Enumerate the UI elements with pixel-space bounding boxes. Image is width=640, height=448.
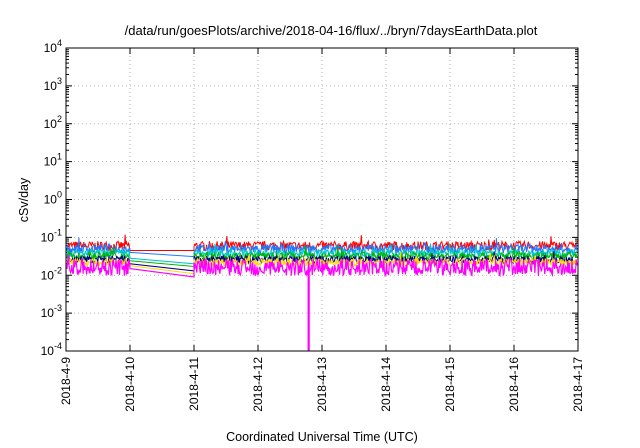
x-tick-label: 2018-4-10: [123, 357, 137, 412]
y-tick-label: 10-4: [41, 341, 62, 358]
x-tick-label: 2018-4-15: [443, 357, 457, 412]
series-line: [66, 254, 578, 278]
x-tick-label: 2018-4-14: [379, 357, 393, 412]
y-axis-label: cSv/day: [17, 177, 31, 222]
y-tick-label: 10-1: [41, 227, 62, 244]
x-tick-label: 2018-4-12: [251, 357, 265, 412]
x-tick-label: 2018-4-9: [59, 357, 73, 405]
chart-title: /data/run/goesPlots/archive/2018-04-16/f…: [125, 23, 538, 38]
grid: [66, 48, 578, 351]
data-series: [66, 234, 578, 351]
y-tick-label: 104: [44, 38, 62, 55]
y-tick-labels: 10-4 10-3 10-2 10-1 100 101 102 103 104: [41, 38, 62, 358]
y-tick-label: 101: [44, 152, 62, 169]
x-tick-labels: 2018-4-9 2018-4-10 2018-4-11 2018-4-12 2018-…: [59, 357, 585, 412]
y-tick-label: 103: [44, 76, 62, 93]
y-tick-label: 10-3: [41, 303, 62, 320]
y-tick-label: 10-2: [41, 265, 62, 282]
x-tick-label: 2018-4-17: [571, 357, 585, 412]
y-tick-label: 102: [44, 114, 62, 131]
x-tick-label: 2018-4-13: [315, 357, 329, 412]
x-tick-label: 2018-4-11: [187, 357, 201, 411]
series-line: [66, 234, 578, 252]
x-axis-label: Coordinated Universal Time (UTC): [226, 430, 418, 444]
y-tick-label: 100: [44, 190, 62, 207]
plot-frame: [65, 47, 579, 352]
x-tick-label: 2018-4-16: [507, 357, 521, 412]
